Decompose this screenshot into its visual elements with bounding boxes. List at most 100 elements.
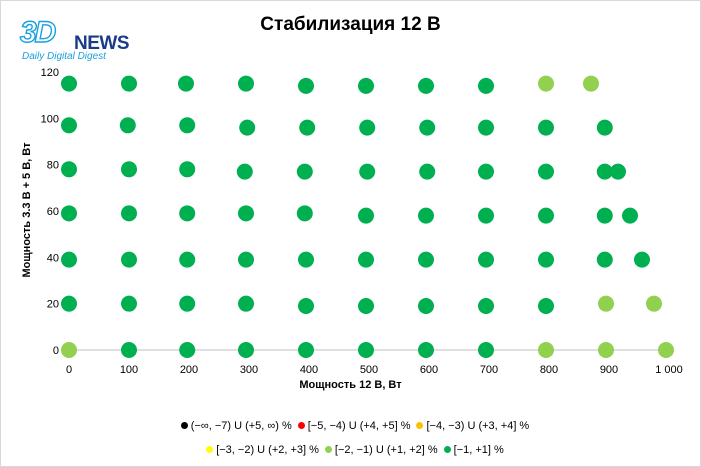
legend-item: [−5, −4) U (+4, +5] %: [297, 414, 411, 438]
legend-marker-icon: [443, 446, 451, 453]
data-point: [538, 297, 554, 314]
data-point: [478, 163, 494, 180]
data-point: [358, 297, 374, 314]
data-points: [61, 75, 674, 358]
data-point: [61, 251, 77, 268]
y-tick-label: 80: [47, 160, 59, 172]
data-point: [478, 342, 494, 358]
data-point: [179, 117, 196, 134]
data-point: [121, 342, 137, 358]
data-point: [238, 205, 254, 222]
x-axis-label: Мощность 12 В, Вт: [299, 379, 402, 391]
data-point: [238, 295, 254, 312]
data-point: [119, 117, 136, 134]
data-point: [121, 295, 137, 312]
legend-label: [−1, +1] %: [453, 444, 504, 456]
data-point: [596, 119, 613, 136]
data-point: [238, 342, 254, 358]
legend-marker-icon: [297, 422, 305, 429]
data-point: [296, 163, 313, 180]
data-point: [358, 77, 374, 94]
legend-label: (−∞, −7) U (+5, ∞) %: [190, 420, 292, 432]
data-point: [598, 295, 614, 312]
legend-marker-icon: [206, 446, 214, 453]
x-tick-label: 700: [480, 364, 498, 376]
y-tick-label: 60: [47, 206, 59, 218]
x-tick-label: 300: [240, 364, 258, 376]
logo-tagline: Daily Digital Digest: [22, 51, 106, 62]
x-tick-label: 1 000: [655, 364, 683, 376]
data-point: [61, 295, 77, 312]
data-point: [418, 297, 434, 314]
data-point: [478, 297, 494, 314]
data-point: [596, 163, 613, 180]
data-point: [418, 77, 434, 94]
data-point: [61, 205, 77, 222]
y-axis-label: Мощность 3.3 В + 5 В, Вт: [21, 142, 33, 278]
data-point: [299, 119, 316, 136]
data-point: [298, 77, 314, 94]
data-point: [418, 342, 434, 358]
logo-name: NEWS: [74, 33, 130, 54]
data-point: [538, 251, 554, 268]
data-point: [298, 342, 314, 358]
data-point: [121, 205, 137, 222]
y-tick-label: 40: [47, 252, 59, 264]
data-point: [596, 207, 613, 224]
data-point: [61, 342, 77, 358]
data-point: [179, 295, 196, 312]
data-point: [622, 207, 638, 224]
data-point: [179, 205, 196, 222]
data-point: [239, 119, 256, 136]
y-tick-label: 0: [53, 345, 59, 357]
data-point: [359, 119, 376, 136]
x-tick-label: 200: [180, 364, 198, 376]
data-point: [419, 119, 436, 136]
x-tick-label: 400: [300, 364, 318, 376]
data-point: [478, 207, 494, 224]
data-point: [238, 251, 254, 268]
data-point: [179, 161, 196, 178]
legend-item: [−2, −1) U (+1, +2] %: [324, 438, 438, 462]
data-point: [179, 342, 196, 358]
legend-label: [−5, −4) U (+4, +5] %: [307, 420, 411, 432]
data-point: [298, 251, 314, 268]
data-point: [583, 75, 599, 92]
chart-title: Стабилизация 12 В: [260, 14, 441, 35]
data-point: [358, 342, 374, 358]
data-point: [358, 251, 374, 268]
data-point: [598, 342, 614, 358]
data-point: [538, 75, 554, 92]
x-tick-label: 100: [120, 364, 138, 376]
data-point: [478, 77, 494, 94]
data-point: [61, 75, 77, 92]
data-point: [358, 207, 374, 224]
data-point: [296, 205, 313, 222]
legend-marker-icon: [324, 446, 332, 453]
x-tick-label: 600: [420, 364, 438, 376]
data-point: [121, 251, 137, 268]
data-point: [179, 251, 196, 268]
legend-item: [−1, +1] %: [443, 438, 504, 462]
data-point: [238, 75, 254, 92]
data-point: [646, 295, 662, 312]
data-point: [359, 163, 376, 180]
legend-item: (−∞, −7) U (+5, ∞) %: [180, 414, 292, 438]
data-point: [596, 251, 613, 268]
data-point: [418, 207, 434, 224]
x-tick-label: 900: [600, 364, 618, 376]
data-point: [121, 75, 137, 92]
data-point: [418, 251, 434, 268]
data-point: [61, 161, 77, 178]
x-tick-label: 500: [360, 364, 378, 376]
data-point: [610, 163, 626, 180]
data-point: [298, 297, 314, 314]
data-point: [538, 207, 554, 224]
legend-marker-icon: [416, 422, 424, 429]
data-point: [61, 117, 77, 134]
data-point: [634, 251, 650, 268]
data-point: [538, 119, 554, 136]
legend-label: [−2, −1) U (+1, +2] %: [334, 444, 438, 456]
legend-item: [−3, −2) U (+2, +3] %: [206, 438, 319, 462]
